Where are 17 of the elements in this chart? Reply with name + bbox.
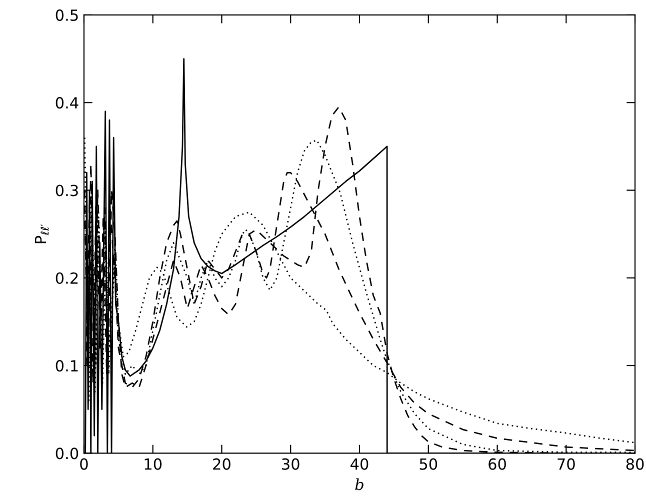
y-tick-label: 0.3 bbox=[56, 184, 78, 196]
x-tick-label: 60 bbox=[488, 458, 506, 470]
x-tick-label: 40 bbox=[350, 458, 368, 470]
x-tick-label: 80 bbox=[626, 458, 644, 470]
x-axis-title: b bbox=[355, 478, 364, 490]
x-tick-label: 30 bbox=[282, 458, 300, 470]
x-tick-label: 10 bbox=[144, 458, 162, 470]
y-axis-title: P$_{ℓℓ′}$ bbox=[34, 224, 49, 244]
x-tick-label: 0 bbox=[80, 458, 88, 470]
x-tick-label: 20 bbox=[213, 458, 230, 470]
y-tick-label: 0.0 bbox=[56, 448, 78, 460]
y-tick-label: 0.5 bbox=[56, 9, 78, 21]
x-tick-label: 50 bbox=[420, 458, 438, 470]
y-tick-label: 0.1 bbox=[56, 360, 78, 372]
y-tick-label: 0.4 bbox=[56, 97, 78, 109]
x-tick-label: 70 bbox=[558, 458, 575, 470]
y-tick-label: 0.2 bbox=[56, 272, 78, 284]
